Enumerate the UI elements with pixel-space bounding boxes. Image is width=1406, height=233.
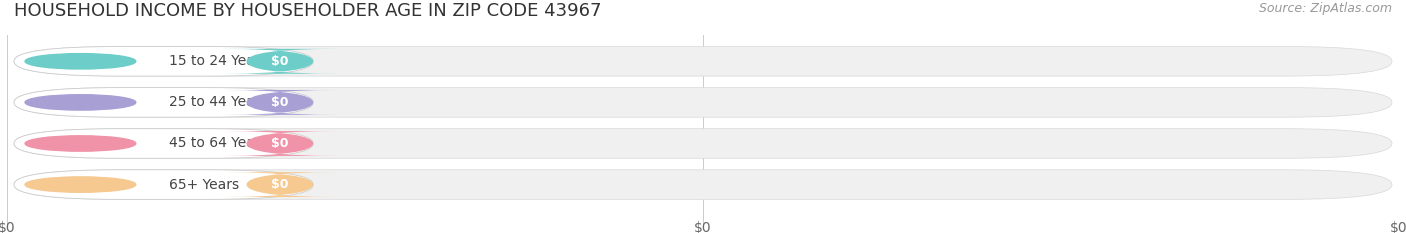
Text: $0: $0 — [0, 221, 15, 233]
Text: $0: $0 — [1391, 221, 1406, 233]
Text: $0: $0 — [271, 137, 288, 150]
Text: $0: $0 — [695, 221, 711, 233]
FancyBboxPatch shape — [222, 90, 337, 115]
Text: HOUSEHOLD INCOME BY HOUSEHOLDER AGE IN ZIP CODE 43967: HOUSEHOLD INCOME BY HOUSEHOLDER AGE IN Z… — [14, 2, 602, 20]
FancyBboxPatch shape — [222, 49, 337, 74]
FancyBboxPatch shape — [14, 47, 1392, 76]
FancyBboxPatch shape — [14, 129, 1392, 158]
FancyBboxPatch shape — [14, 170, 314, 199]
FancyBboxPatch shape — [14, 170, 1392, 199]
Text: 25 to 44 Years: 25 to 44 Years — [169, 95, 267, 110]
Text: $0: $0 — [271, 178, 288, 191]
FancyBboxPatch shape — [14, 129, 314, 158]
Ellipse shape — [25, 136, 136, 151]
FancyBboxPatch shape — [14, 47, 314, 76]
Text: 45 to 64 Years: 45 to 64 Years — [169, 137, 267, 151]
Text: Source: ZipAtlas.com: Source: ZipAtlas.com — [1258, 2, 1392, 15]
Text: $0: $0 — [271, 55, 288, 68]
FancyBboxPatch shape — [14, 88, 1392, 117]
FancyBboxPatch shape — [222, 172, 337, 197]
Text: 65+ Years: 65+ Years — [169, 178, 239, 192]
Ellipse shape — [25, 54, 136, 69]
Text: $0: $0 — [271, 96, 288, 109]
FancyBboxPatch shape — [14, 88, 314, 117]
Ellipse shape — [25, 177, 136, 192]
Ellipse shape — [25, 95, 136, 110]
FancyBboxPatch shape — [222, 131, 337, 156]
Text: 15 to 24 Years: 15 to 24 Years — [169, 54, 267, 68]
